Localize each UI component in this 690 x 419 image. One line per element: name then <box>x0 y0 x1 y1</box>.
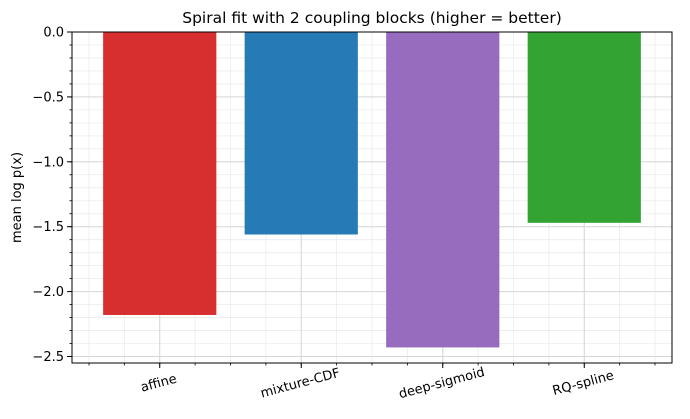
y-axis-label: mean log p(x) <box>10 152 25 243</box>
y-tick-label: −2.5 <box>32 350 64 365</box>
y-tick-label: −2.0 <box>32 285 64 300</box>
bar-affine <box>103 32 217 315</box>
y-tick-label: 0.0 <box>43 26 64 41</box>
y-tick-label: −1.5 <box>32 220 64 235</box>
bars <box>103 32 641 348</box>
y-tick-label: −0.5 <box>32 90 64 105</box>
bar-mixture-CDF <box>244 32 358 235</box>
y-tick-label: −1.0 <box>32 155 64 170</box>
bar-RQ-spline <box>527 32 641 223</box>
bar-deep-sigmoid <box>386 32 500 348</box>
chart-title: Spiral fit with 2 coupling blocks (highe… <box>182 9 562 27</box>
plot-frame <box>71 31 673 364</box>
